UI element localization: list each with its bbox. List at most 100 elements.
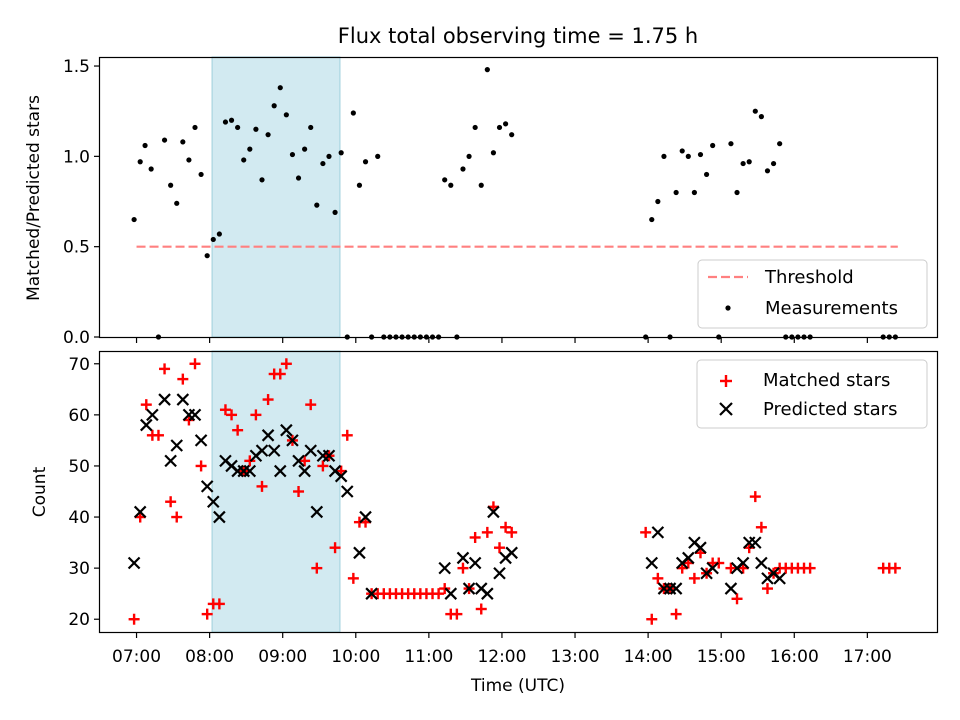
top-legend: Threshold Measurements <box>697 259 928 329</box>
matched-star-marker <box>226 409 238 421</box>
measurement-point <box>302 146 308 152</box>
predicted-star-marker <box>273 464 287 478</box>
measurement-point <box>740 160 746 167</box>
top-axes-frame <box>98 56 939 339</box>
predicted-star-marker <box>755 556 768 570</box>
predicted-star-marker <box>206 495 220 508</box>
bottom-y-tick-label: 30 <box>68 559 90 579</box>
matched-star-marker <box>213 598 225 610</box>
measurement-point <box>332 209 338 215</box>
matched-star-marker <box>177 373 189 385</box>
measurement-point <box>241 157 247 163</box>
bottom-y-axis: 20 30 40 50 60 70 <box>68 355 100 630</box>
measurement-point <box>673 189 679 196</box>
predicted-star-marker <box>194 434 208 447</box>
measurement-point <box>198 171 204 178</box>
predicted-star-marker <box>365 587 378 600</box>
measurement-point <box>168 182 174 188</box>
measurement-point <box>277 85 283 91</box>
predicted-star-marker <box>310 505 324 519</box>
predicted-star-marker <box>188 408 202 422</box>
matched-star-marker <box>755 521 767 533</box>
observing-window-span <box>211 56 341 338</box>
measurement-point <box>746 159 752 165</box>
measurement-point <box>734 189 740 196</box>
measurement-point <box>496 124 503 131</box>
matched-star-marker <box>317 460 329 472</box>
bottom-axes-frame <box>98 350 939 634</box>
predicted-star-marker <box>456 551 470 565</box>
measurement-point <box>174 200 180 206</box>
bottom-x-axis: 07:00 08:00 09:00 10:00 11:00 12:00 13:00 14:00… <box>112 632 892 667</box>
measurement-point <box>326 153 332 159</box>
predicted-star-marker <box>127 556 141 570</box>
matched-star-marker <box>433 588 445 600</box>
measurement-point <box>356 182 363 188</box>
measurement-point <box>314 202 320 208</box>
matched-star-marker <box>652 572 664 584</box>
predicted-star-marker <box>359 510 372 524</box>
bottom-x-tick-label: 07:00 <box>112 647 161 667</box>
matched-star-marker <box>439 583 451 595</box>
measurement-point <box>308 124 314 131</box>
measurement-point <box>764 168 771 174</box>
measurement-point <box>216 231 222 237</box>
bottom-y-tick-label: 60 <box>68 406 90 426</box>
predicted-star-marker <box>304 444 317 457</box>
measurement-point <box>295 175 302 181</box>
matched-star-marker <box>731 593 743 605</box>
measurement-point <box>271 103 277 109</box>
matched-star-marker <box>481 526 493 538</box>
measurement-point <box>509 132 515 138</box>
matched-star-marker <box>171 511 183 523</box>
predicted-star-marker <box>176 393 190 406</box>
predicted-star-marker <box>749 536 762 549</box>
measurement-point <box>710 142 716 149</box>
predicted-star-marker <box>200 480 214 493</box>
top-y-tick-label: 0.5 <box>63 238 90 258</box>
predicted-star-marker <box>243 464 257 478</box>
top-panel: Flux total observing time = 1.75 h 0.0 0.… <box>24 24 939 348</box>
matched-star-marker <box>494 542 506 554</box>
legend-predicted-label: Predicted stars <box>763 399 897 420</box>
matched-star-marker <box>189 358 201 370</box>
matched-star-marker <box>457 562 469 574</box>
top-y-axis-label: Matched/Predicted stars <box>24 95 44 301</box>
matched-star-marker <box>713 557 725 569</box>
measurement-point <box>265 132 271 138</box>
matched-star-marker <box>152 429 164 441</box>
legend-matched-swatch <box>720 375 732 387</box>
matched-star-marker <box>749 491 761 503</box>
measurement-point <box>259 177 265 183</box>
top-legend-box <box>697 259 928 329</box>
predicted-star-marker <box>505 546 518 560</box>
predicted-star-marker <box>706 561 719 575</box>
bottom-panel: 20 30 40 50 60 70 07:00 08:00 09:00 10:00 11:00 12… <box>30 350 939 696</box>
measurement-point <box>186 157 192 163</box>
measurement-point <box>375 153 381 159</box>
predicted-star-marker <box>322 449 336 463</box>
measurement-point <box>484 67 490 73</box>
measurement-point <box>320 160 326 167</box>
matched-star-marker <box>159 363 171 375</box>
matched-star-marker <box>646 613 658 625</box>
measurement-point <box>253 126 259 132</box>
predicted-star-marker <box>286 434 299 447</box>
predicted-stars-points <box>127 393 786 600</box>
x-axis-label: Time (UTC) <box>470 676 565 696</box>
measurement-point <box>490 150 497 156</box>
matched-star-marker <box>761 583 773 595</box>
predicted-star-marker <box>213 510 226 524</box>
measurement-point <box>131 216 137 223</box>
predicted-star-marker <box>261 429 275 442</box>
bottom-x-tick-label: 16:00 <box>770 647 819 667</box>
predicted-star-marker <box>645 556 659 570</box>
predicted-star-marker <box>481 587 494 600</box>
measurement-point <box>770 160 777 167</box>
matched-star-marker <box>469 531 481 543</box>
predicted-star-marker <box>493 566 506 580</box>
legend-threshold-label: Threshold <box>764 267 854 288</box>
matched-star-marker <box>201 608 213 620</box>
matched-star-marker <box>341 429 353 441</box>
measurement-point <box>661 153 667 159</box>
